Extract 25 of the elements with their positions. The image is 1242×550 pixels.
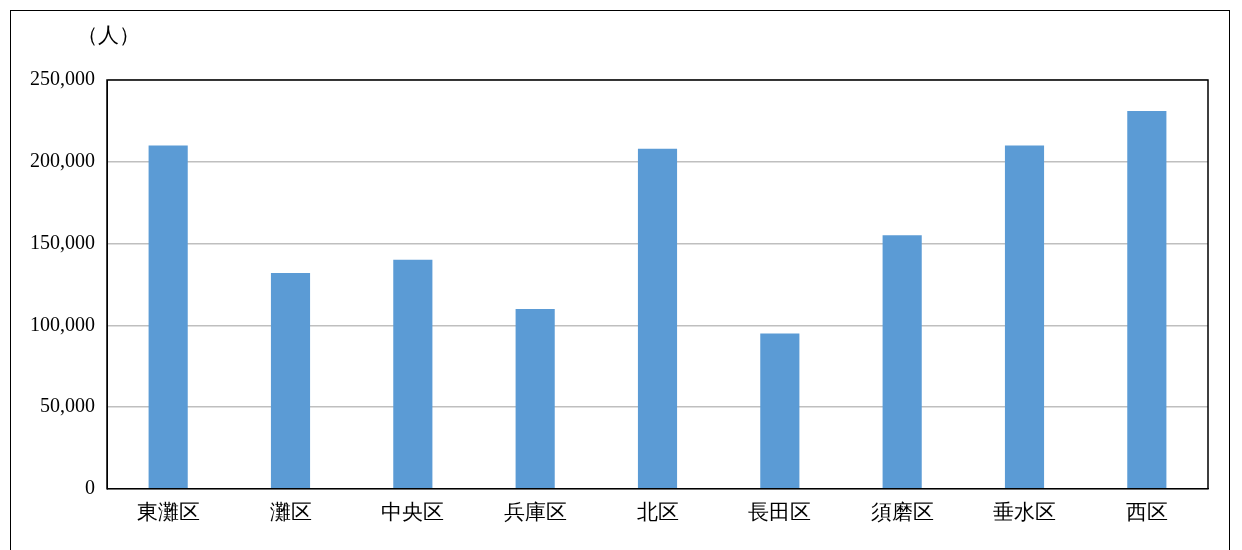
bar	[270, 272, 311, 489]
y-tick-label: 0	[85, 476, 95, 499]
bar	[148, 145, 188, 489]
x-tick-label: 中央区	[381, 499, 445, 524]
y-tick-label: 150,000	[30, 230, 95, 253]
x-tick-label: 東灘区	[136, 499, 200, 524]
y-tick-label: 50,000	[40, 394, 95, 417]
x-tick-label: 長田区	[748, 499, 812, 524]
x-tick-label: 灘区	[269, 499, 312, 524]
y-tick-label: 250,000	[30, 67, 95, 90]
bar	[515, 308, 555, 489]
bar	[882, 235, 922, 489]
x-tick-label: 兵庫区	[503, 499, 567, 524]
x-tick-label: 須磨区	[870, 499, 934, 524]
x-tick-label: 北区	[636, 499, 679, 524]
bar	[1004, 145, 1045, 489]
y-axis-title: （人）	[77, 22, 140, 47]
bar	[760, 333, 800, 489]
bar	[393, 259, 433, 489]
y-tick-label: 100,000	[30, 312, 95, 335]
x-tick-label: 西区	[1125, 499, 1168, 524]
x-tick-label: 垂水区	[993, 499, 1056, 524]
bar	[637, 148, 678, 489]
bar	[1127, 111, 1167, 489]
y-tick-label: 200,000	[30, 149, 95, 172]
